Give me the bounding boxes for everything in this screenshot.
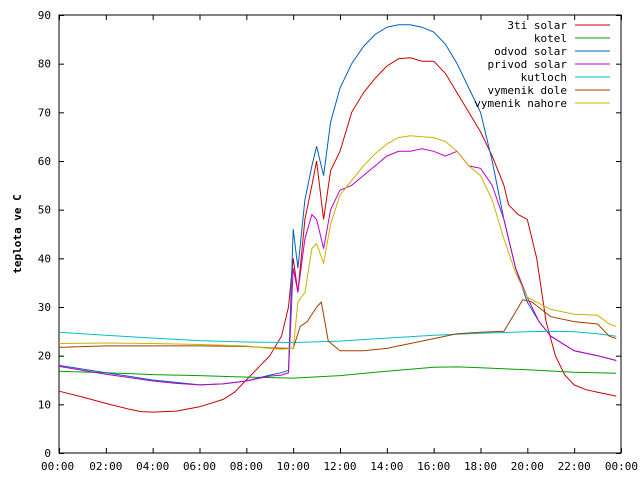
axes: 0 10 20 30 40 50 60 70 80 90 00:00 02:00 04:00 06:00 0… xyxy=(38,9,638,473)
legend-label: 3ti solar xyxy=(507,19,567,32)
x-tick-label: 00:00 xyxy=(605,460,638,473)
x-tick-label: 16:00 xyxy=(417,460,450,473)
legend-label: privod solar xyxy=(488,58,568,71)
series-line-vymenik-nahore xyxy=(58,135,617,350)
series-line-privod-solar xyxy=(58,148,617,386)
legend-label: kotel xyxy=(534,32,567,45)
x-tick-label: 06:00 xyxy=(183,460,216,473)
x-tick-label: 04:00 xyxy=(136,460,169,473)
y-tick-label: 70 xyxy=(38,106,51,119)
x-tick-label: 22:00 xyxy=(558,460,591,473)
y-tick-label: 60 xyxy=(38,155,51,168)
y-tick-label: 0 xyxy=(44,447,51,460)
legend-label: odvod solar xyxy=(494,45,567,58)
y-tick-label: 10 xyxy=(38,398,51,411)
x-tick-label: 20:00 xyxy=(511,460,544,473)
x-tick-label: 00:00 xyxy=(41,460,74,473)
x-tick-label: 10:00 xyxy=(277,460,310,473)
y-tick-label: 30 xyxy=(38,301,51,314)
x-tick-label: 12:00 xyxy=(323,460,356,473)
legend-label: vymenik dole xyxy=(488,84,567,97)
series-line-3ti-solar xyxy=(58,57,617,413)
x-tick-label: 14:00 xyxy=(370,460,403,473)
series-line-kotel xyxy=(58,366,617,379)
x-tick-label: 02:00 xyxy=(89,460,122,473)
legend-label: kutloch xyxy=(521,71,567,84)
legend-label: vymenik nahore xyxy=(474,97,567,110)
series-line-kutloch xyxy=(58,330,617,344)
y-axis-label: teplota ve C xyxy=(11,194,24,273)
x-tick-label: 18:00 xyxy=(464,460,497,473)
y-tick-label: 90 xyxy=(38,9,51,22)
y-tick-label: 50 xyxy=(38,204,51,217)
series-lines xyxy=(58,24,617,413)
x-tick-label: 08:00 xyxy=(230,460,263,473)
y-tick-label: 80 xyxy=(38,58,51,71)
y-tick-label: 40 xyxy=(38,252,51,265)
y-tick-label: 20 xyxy=(38,350,51,363)
